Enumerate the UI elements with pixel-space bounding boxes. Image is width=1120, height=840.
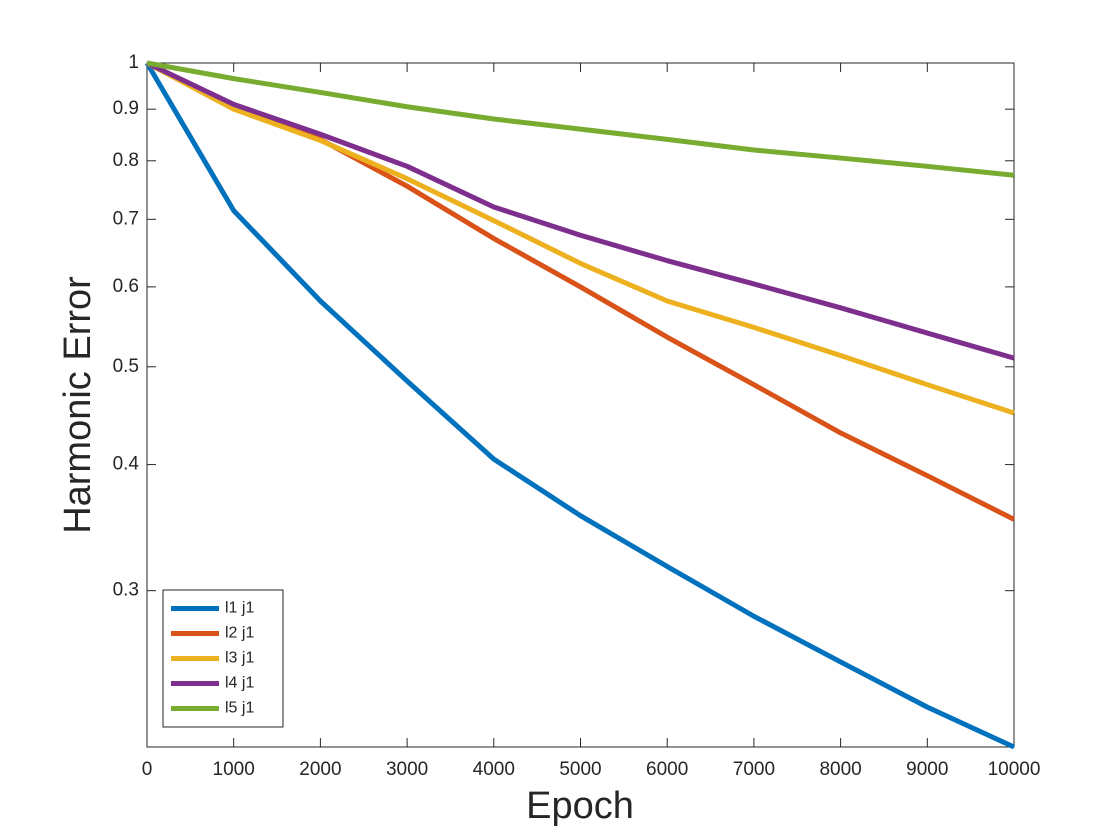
y-tick-label: 0.4 bbox=[113, 454, 140, 475]
y-tick-label: 0.6 bbox=[113, 276, 139, 297]
x-tick-label: 2000 bbox=[299, 759, 341, 780]
x-tick-label: 9000 bbox=[906, 759, 948, 780]
x-tick-label: 4000 bbox=[473, 759, 515, 780]
x-axis-label: Epoch bbox=[526, 785, 634, 827]
y-axis-label: Harmonic Error bbox=[57, 276, 99, 534]
x-tick-label: 3000 bbox=[386, 759, 428, 780]
x-tick-label: 10000 bbox=[988, 759, 1041, 780]
y-tick-label: 0.8 bbox=[113, 150, 139, 171]
y-tick-label: 1 bbox=[128, 52, 139, 73]
legend-label: l4 j1 bbox=[225, 675, 254, 692]
y-tick-label: 0.9 bbox=[113, 98, 139, 119]
x-tick-label: 7000 bbox=[733, 759, 775, 780]
x-tick-label: 5000 bbox=[559, 759, 601, 780]
series-line bbox=[145, 60, 1015, 361]
series-line bbox=[146, 60, 1015, 178]
legend-label: l5 j1 bbox=[225, 700, 254, 717]
plot-box bbox=[146, 62, 1015, 748]
legend-label: l3 j1 bbox=[225, 650, 254, 667]
x-tick-label: 1000 bbox=[213, 759, 255, 780]
y-tick-label: 0.7 bbox=[113, 208, 139, 229]
y-tick-label: 0.5 bbox=[113, 356, 139, 377]
x-tick-label: 6000 bbox=[646, 759, 688, 780]
x-tick-label: 0 bbox=[142, 759, 153, 780]
series-line bbox=[145, 60, 1015, 416]
y-tick-label: 0.3 bbox=[113, 580, 139, 601]
legend-label: l1 j1 bbox=[225, 600, 254, 617]
x-tick-label: 8000 bbox=[819, 759, 861, 780]
legend-label: l2 j1 bbox=[225, 625, 254, 642]
series-line bbox=[144, 61, 1016, 750]
